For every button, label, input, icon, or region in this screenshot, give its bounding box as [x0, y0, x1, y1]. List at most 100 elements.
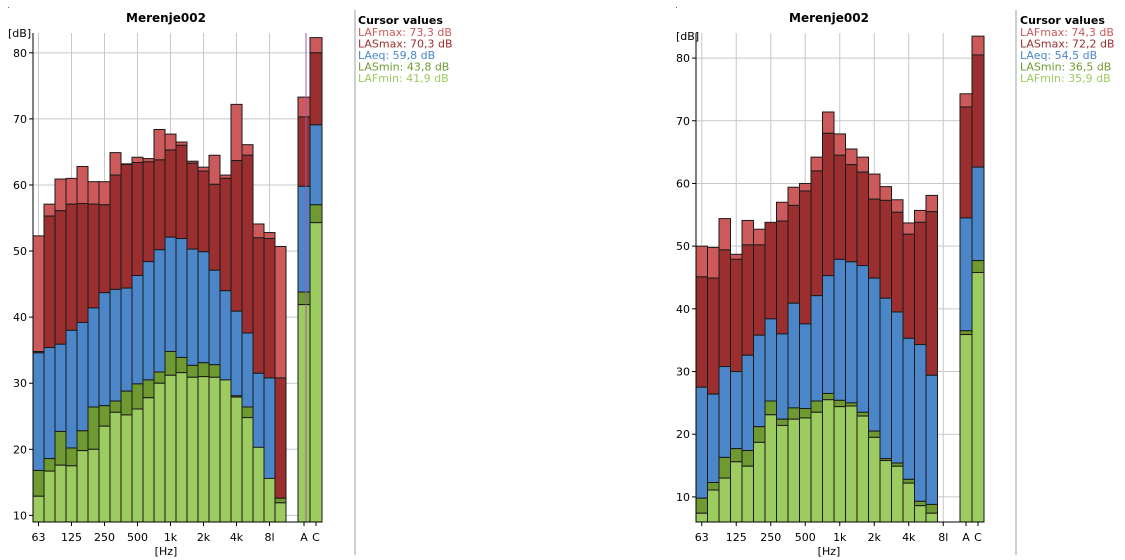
bar-lasmax-1.25k: [186, 162, 199, 250]
bar-lasmax-315: [120, 164, 133, 289]
bar-laeq-c: [309, 124, 323, 206]
bar-lafmin-400: [131, 408, 144, 523]
bar-lasmax-315: [787, 204, 800, 304]
bar-laeq-1.25k: [186, 248, 199, 366]
bar-lafmax-c: [309, 37, 323, 54]
legend-item-lafmin: LAFmin: 41,9 dB: [358, 72, 449, 85]
bar-lasmax-500: [810, 170, 823, 297]
bar-lasmax-1.6k: [868, 198, 881, 279]
bar-lafmin-63: [707, 489, 720, 523]
bar-laeq-500: [810, 295, 823, 402]
bar-lafmin-500: [810, 411, 823, 523]
bar-laeq-1k: [845, 261, 858, 404]
bar-lafmax-c: [971, 35, 985, 56]
bar-laeq-250: [776, 333, 789, 420]
x-tick-label: 2k: [868, 531, 882, 544]
bar-lasmax-100: [730, 258, 743, 373]
bar-lafmax-63: [707, 246, 720, 279]
bar-lasmin-a: [959, 330, 973, 336]
bar-lasmax-4k: [914, 221, 927, 346]
bar-lafmin-2.5k: [891, 465, 904, 523]
bar-lafmax-500: [810, 156, 823, 172]
bar-lafmin-250: [109, 411, 122, 523]
bar-laeq-6.3k: [263, 377, 276, 481]
bar-lafmax-100: [730, 253, 743, 260]
bar-lafmin-200: [98, 425, 111, 523]
bar-lasmax-2k: [208, 183, 221, 271]
legend-item-lasmin: LASmin: 36,5 dB: [1020, 61, 1111, 74]
y-tick-label: 60: [13, 179, 27, 192]
y-tick-label: 60: [676, 177, 690, 190]
bar-lasmax-5k: [252, 237, 265, 374]
bar-lasmin-100: [730, 448, 743, 463]
x-tick-label: 1k: [164, 531, 178, 544]
bar-lafmax-2.5k: [891, 199, 904, 213]
bar-lasmax-1k: [175, 144, 188, 240]
bar-lafmax-630: [822, 111, 835, 134]
bar-lasmax-80: [54, 210, 67, 345]
y-tick-label: 50: [676, 240, 690, 253]
bar-lafmax-160: [753, 228, 766, 246]
bar-lafmax-63: [43, 203, 56, 217]
bar-lafmin-1k: [175, 372, 188, 523]
bar-lafmin-2k: [208, 376, 221, 523]
bar-laeq-100: [730, 371, 743, 450]
bar-lafmin-4k: [241, 417, 254, 523]
y-tick-label: 80: [676, 52, 690, 65]
bar-lasmax-63: [707, 277, 720, 395]
y-tick-label: 30: [676, 366, 690, 379]
bar-lafmin-1.6k: [868, 436, 881, 523]
x-tick-label: A: [300, 531, 308, 544]
bar-laeq-50: [32, 352, 45, 471]
bar-lafmin-50: [32, 495, 45, 523]
bar-lafmin-1.25k: [856, 415, 869, 523]
y-tick-label: 50: [13, 245, 27, 258]
bar-lasmin-a: [297, 291, 311, 306]
bar-laeq-315: [120, 287, 133, 392]
x-tick-label: C: [312, 531, 320, 544]
bar-lasmin-160: [87, 406, 100, 450]
x-tick-label: 4k: [902, 531, 916, 544]
bar-lafmin-250: [776, 424, 789, 523]
bar-lafmax-1.6k: [197, 166, 210, 172]
bar-lasmin-1.6k: [197, 362, 210, 378]
bar-lafmax-630: [153, 128, 166, 161]
bar-lasmax-c: [971, 54, 985, 168]
bar-lasmin-3.15k: [902, 478, 915, 484]
bar-lasmin-500: [810, 400, 823, 413]
bar-lasmin-4k: [914, 500, 927, 507]
bar-lasmin-100: [65, 447, 78, 467]
bar-lafmax-80: [718, 218, 731, 251]
legend-item-lasmin: LASmin: 43,8 dB: [358, 61, 449, 74]
bar-lasmin-1.25k: [856, 411, 869, 417]
bar-lasmin-1.6k: [868, 430, 881, 438]
bar-lafmin-50: [695, 512, 708, 523]
bar-lafmin-100: [65, 465, 78, 523]
bar-lasmax-200: [98, 204, 111, 294]
bar-lafmin-500: [142, 397, 155, 523]
bar-lafmax-1.6k: [868, 173, 881, 200]
x-tick-label: 250: [760, 531, 781, 544]
bar-laeq-1.6k: [868, 277, 881, 432]
bar-laeq-200: [764, 318, 777, 402]
bar-lasmin-200: [764, 400, 777, 416]
chart-title: Merenje002: [126, 11, 206, 25]
bar-lasmax-a: [297, 116, 311, 187]
legend-item-lafmax: LAFmax: 74,3 dB: [1020, 26, 1114, 39]
bar-lafmin-160: [87, 448, 100, 523]
bar-lafmax-a: [297, 96, 311, 118]
bar-laeq-1.6k: [197, 251, 210, 364]
bar-lasmin-5k: [925, 503, 938, 514]
bar-laeq-160: [87, 307, 100, 408]
bar-laeq-3.15k: [230, 310, 243, 397]
bar-laeq-2k: [879, 297, 892, 460]
bar-laeq-5k: [925, 374, 938, 505]
bar-laeq-50: [695, 386, 708, 499]
bar-lasmax-800: [164, 149, 177, 238]
x-tick-label: 500: [795, 531, 816, 544]
bar-lafmax-125: [741, 219, 754, 246]
bar-lafmin-1.6k: [197, 376, 210, 523]
bar-lasmax-400: [799, 190, 812, 325]
bar-lasmax-5k: [925, 211, 938, 376]
y-tick-label: 40: [13, 311, 27, 324]
